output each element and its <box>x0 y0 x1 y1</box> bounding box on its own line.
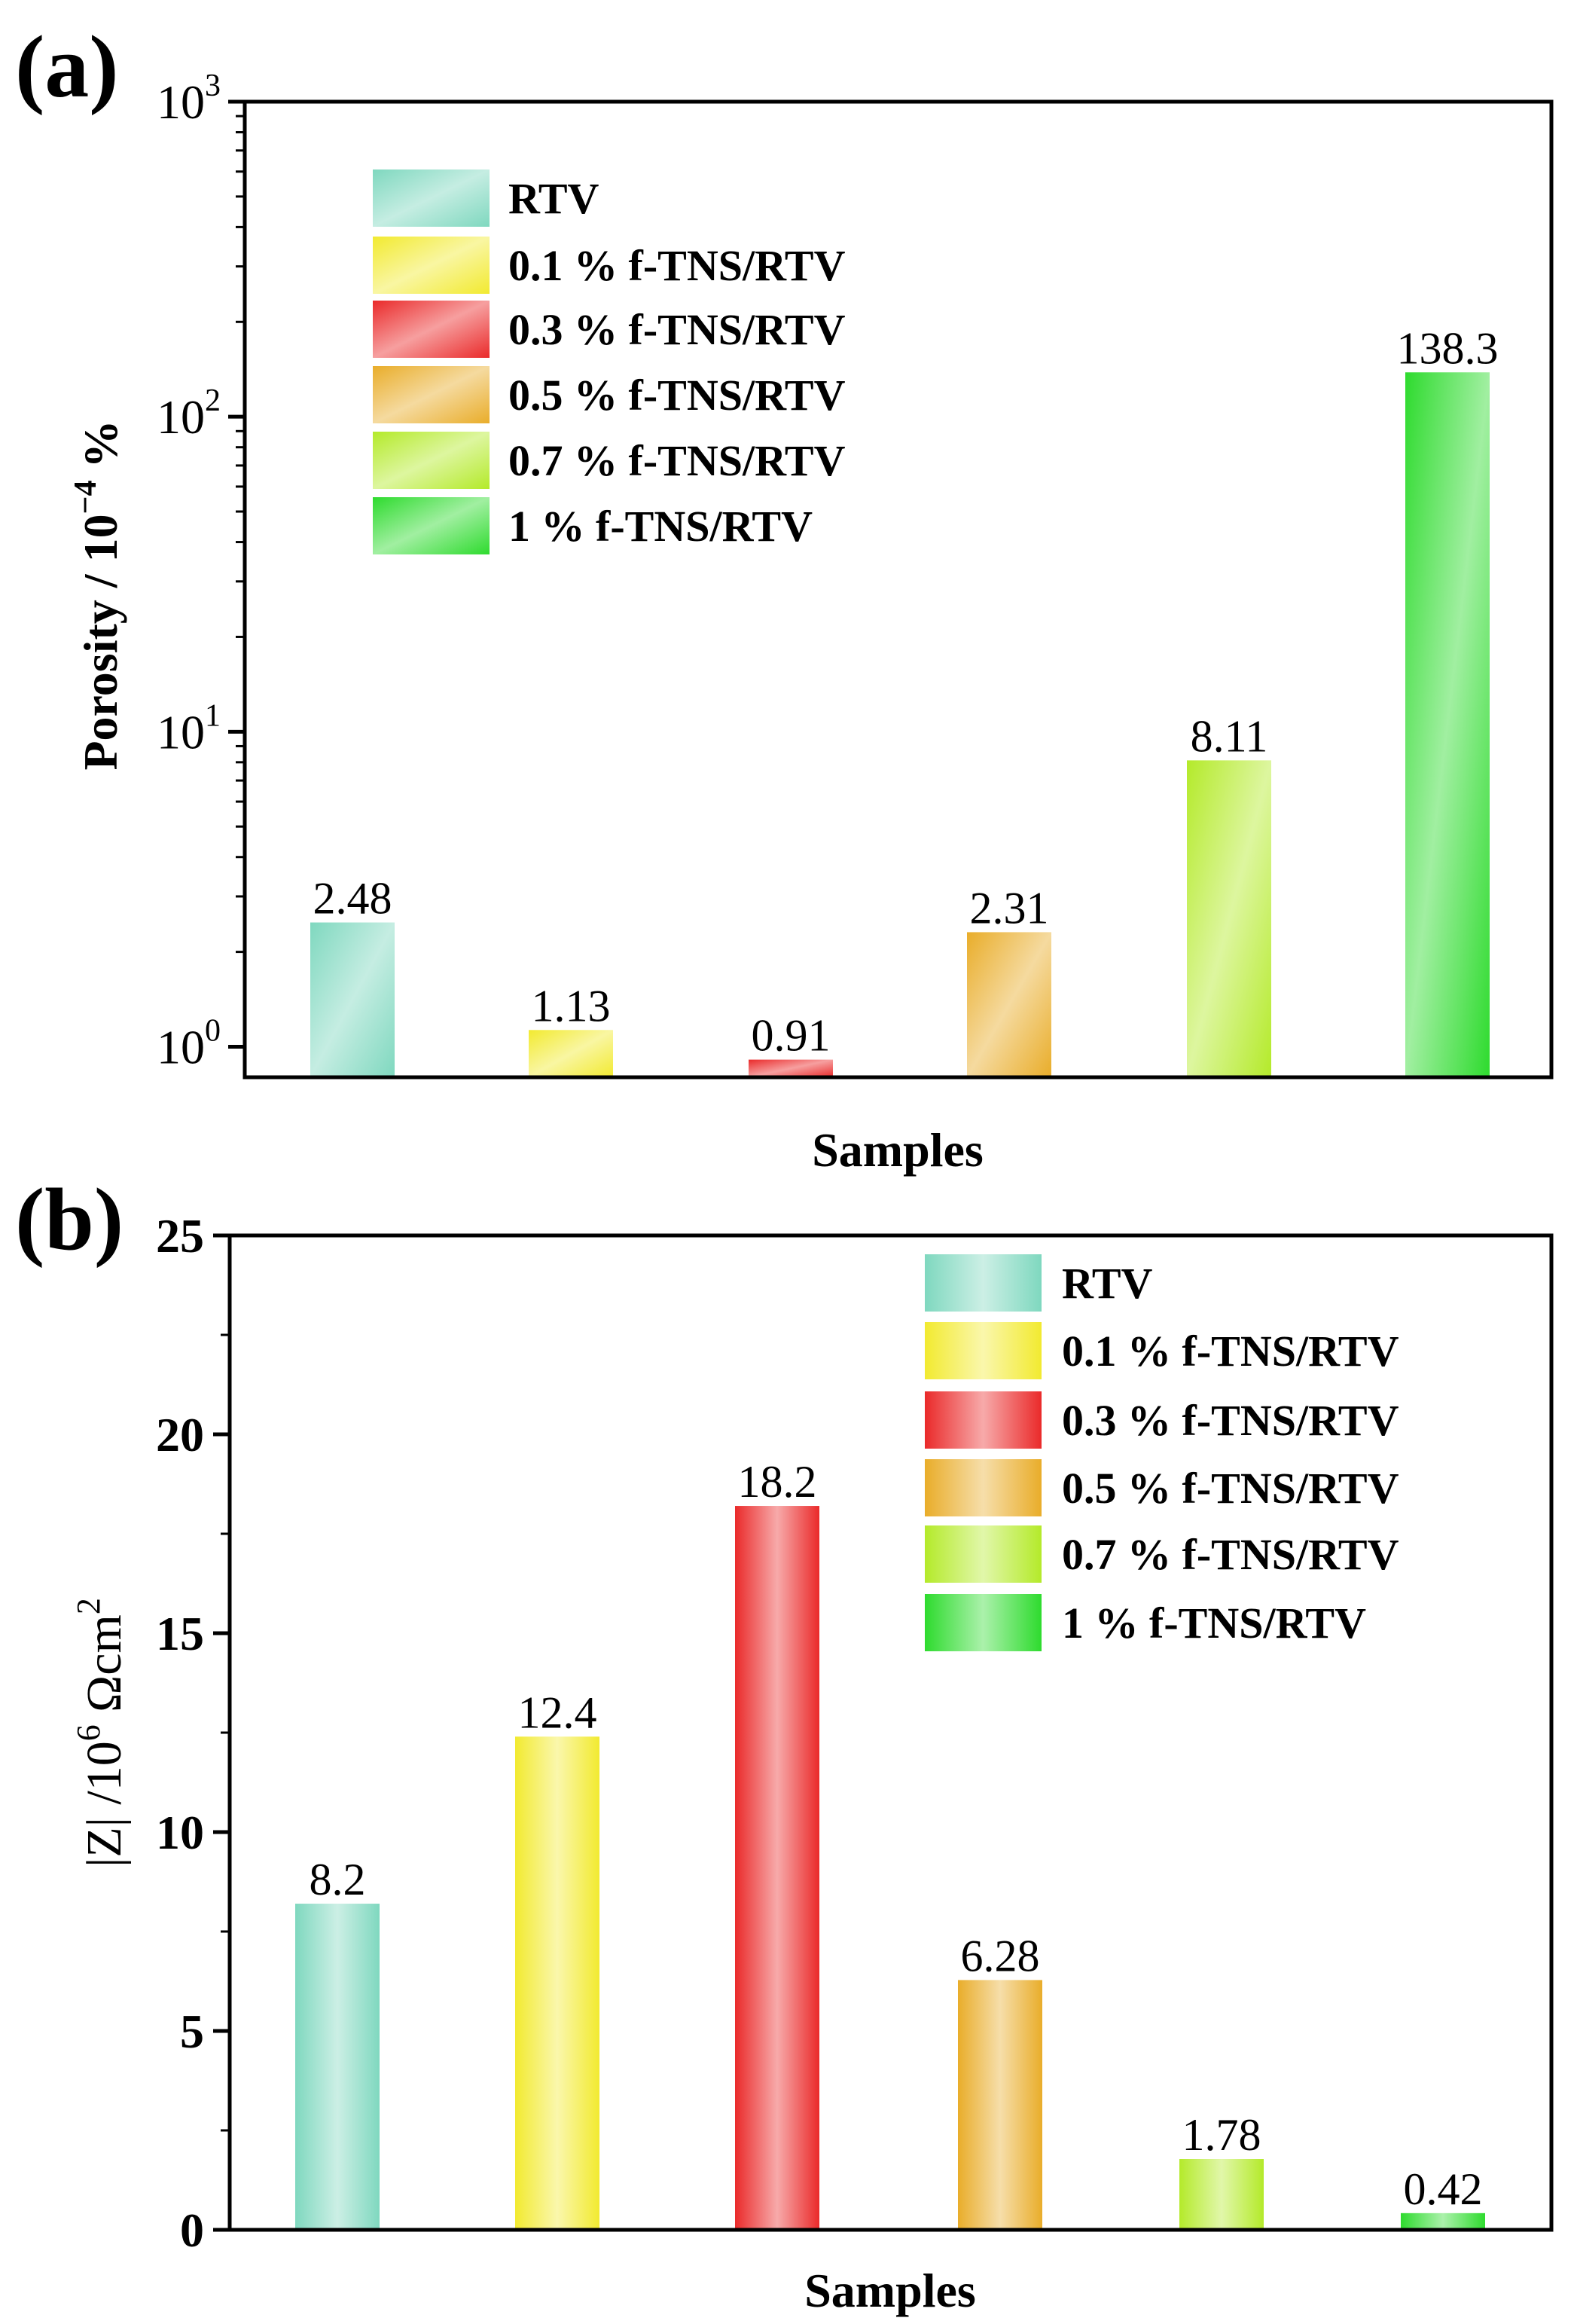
panel-b-y-axis-title: |Z| /106 Ωcm2 <box>70 1598 132 1867</box>
panel-b: (b) 8.2 12.4 18.2 6.28 1.78 0.42 0 5 10 15 20 25 R… <box>15 1170 1554 2317</box>
panel-b-y-tick-label: 10 <box>156 1806 204 1859</box>
panel-b-value-label: 0.42 <box>1404 2164 1483 2214</box>
panel-b-legend: RTV 0.1 % f-TNS/RTV 0.3 % f-TNS/RTV 0.5 % f… <box>925 1254 1399 1651</box>
panel-b-bars <box>295 1506 1485 2230</box>
panel-b-bar-0-5-f-tns-rtv <box>958 1980 1042 2230</box>
panel-a-value-label: 2.48 <box>313 874 392 924</box>
panel-b-label: (b) <box>15 1170 124 1269</box>
panel-b-legend-label: 1 % f-TNS/RTV <box>1062 1599 1366 1648</box>
panel-a-bar-0-5-f-tns-rtv <box>967 932 1051 1077</box>
panel-a-plot-frame <box>242 99 1554 1080</box>
panel-a-value-label: 2.31 <box>970 883 1049 933</box>
panel-b-legend-label: 0.1 % f-TNS/RTV <box>1062 1327 1399 1376</box>
panel-b-value-label: 12.4 <box>518 1687 597 1737</box>
panel-a-y-ticks: 100 101 102 103 <box>157 69 245 1073</box>
panel-b-legend-label: 0.5 % f-TNS/RTV <box>1062 1464 1399 1513</box>
panel-b-plot-frame <box>227 1233 1554 2232</box>
panel-a-legend-label: 1 % f-TNS/RTV <box>508 502 813 551</box>
panel-a-legend: RTV 0.1 % f-TNS/RTV 0.3 % f-TNS/RTV 0.5 % f… <box>373 169 846 554</box>
panel-a-x-axis-title: Samples <box>812 1123 984 1177</box>
panel-b-y-tick-label: 25 <box>156 1209 204 1263</box>
panel-a-legend-swatch <box>373 432 490 489</box>
panel-a-y-axis-title-unit: % <box>74 420 127 480</box>
panel-b-bar-rtv <box>295 1904 380 2230</box>
panel-b-bar-0-7-f-tns-rtv <box>1179 2159 1264 2230</box>
panel-b-value-label: 18.2 <box>738 1457 817 1507</box>
panel-a-y-axis-title-exp: −4 <box>69 480 103 514</box>
panel-a-bar-rtv <box>310 922 395 1077</box>
panel-b-y-axis-title-unit: Ωcm <box>77 1614 132 1724</box>
panel-a-legend-label: 0.3 % f-TNS/RTV <box>508 305 846 354</box>
panel-a-legend-swatch <box>373 237 490 294</box>
panel-b-bar-1-f-tns-rtv <box>1401 2213 1485 2230</box>
panel-a-label: (a) <box>15 17 119 116</box>
panel-a-value-label: 8.11 <box>1191 711 1268 761</box>
panel-a-legend-label: 0.5 % f-TNS/RTV <box>508 371 846 420</box>
panel-b-value-label: 8.2 <box>310 1855 366 1904</box>
panel-b-legend-swatch <box>925 1594 1042 1651</box>
panel-b-legend-swatch <box>925 1254 1042 1312</box>
panel-a-bar-0-1-f-tns-rtv <box>529 1030 613 1077</box>
panel-b-legend-label: RTV <box>1062 1259 1153 1308</box>
panel-a-bar-1-f-tns-rtv <box>1405 372 1490 1077</box>
panel-b-y-axis-title-exp: 6 <box>70 1724 107 1741</box>
panel-b-legend-swatch <box>925 1459 1042 1516</box>
panel-b-legend-swatch <box>925 1391 1042 1449</box>
panel-b-legend-swatch <box>925 1525 1042 1583</box>
panel-a-legend-swatch <box>373 366 490 423</box>
panel-b-y-axis-title-main: |Z| /10 <box>77 1741 132 1867</box>
panel-a-bar-0-7-f-tns-rtv <box>1187 760 1271 1077</box>
panel-b-y-tick-label: 20 <box>156 1408 204 1461</box>
panel-b-bar-0-3-f-tns-rtv <box>735 1506 819 2230</box>
panel-a-value-label: 0.91 <box>752 1011 831 1061</box>
panel-b-legend-label: 0.3 % f-TNS/RTV <box>1062 1396 1399 1445</box>
panel-a-value-label: 138.3 <box>1397 323 1499 373</box>
panel-a-y-axis-title: Porosity / 10−4 % <box>69 420 127 770</box>
panel-a-legend-swatch <box>373 169 490 227</box>
panel-b-value-labels: 8.2 12.4 18.2 6.28 1.78 0.42 <box>310 1457 1483 2214</box>
panel-b-x-axis-title: Samples <box>804 2264 976 2317</box>
panel-a-y-tick-label: 101 <box>157 698 221 759</box>
panel-a-bar-0-3-f-tns-rtv <box>749 1059 833 1077</box>
panel-a-legend-label: 0.1 % f-TNS/RTV <box>508 241 846 290</box>
panel-b-y-tick-label: 0 <box>180 2203 204 2257</box>
panel-a-legend-swatch <box>373 301 490 358</box>
panel-b-value-label: 1.78 <box>1182 2110 1261 2160</box>
panel-b-bar-0-1-f-tns-rtv <box>515 1736 599 2230</box>
panel-a-value-label: 1.13 <box>532 981 611 1031</box>
panel-a-legend-label: RTV <box>508 174 599 223</box>
panel-b-legend-swatch <box>925 1322 1042 1379</box>
panel-b-y-axis-title-unit-exp: 2 <box>70 1598 107 1614</box>
panel-a-y-tick-label: 103 <box>157 69 221 129</box>
panel-b-y-ticks: 0 5 10 15 20 25 <box>156 1209 230 2257</box>
panel-b-legend-label: 0.7 % f-TNS/RTV <box>1062 1530 1399 1579</box>
panel-a-y-tick-label: 102 <box>157 383 221 444</box>
panel-a-value-labels: 2.48 1.13 0.91 2.31 8.11 138.3 <box>313 323 1499 1060</box>
panel-a-y-axis-title-main: Porosity / 10 <box>74 514 127 770</box>
panel-a-bars <box>310 372 1490 1077</box>
panel-a-legend-swatch <box>373 497 490 554</box>
panel-b-value-label: 6.28 <box>961 1931 1040 1980</box>
panel-a-y-tick-label: 100 <box>157 1013 221 1073</box>
panel-b-y-tick-label: 15 <box>156 1607 204 1660</box>
panel-b-y-tick-label: 5 <box>180 2005 204 2058</box>
panel-a-legend-label: 0.7 % f-TNS/RTV <box>508 436 846 485</box>
